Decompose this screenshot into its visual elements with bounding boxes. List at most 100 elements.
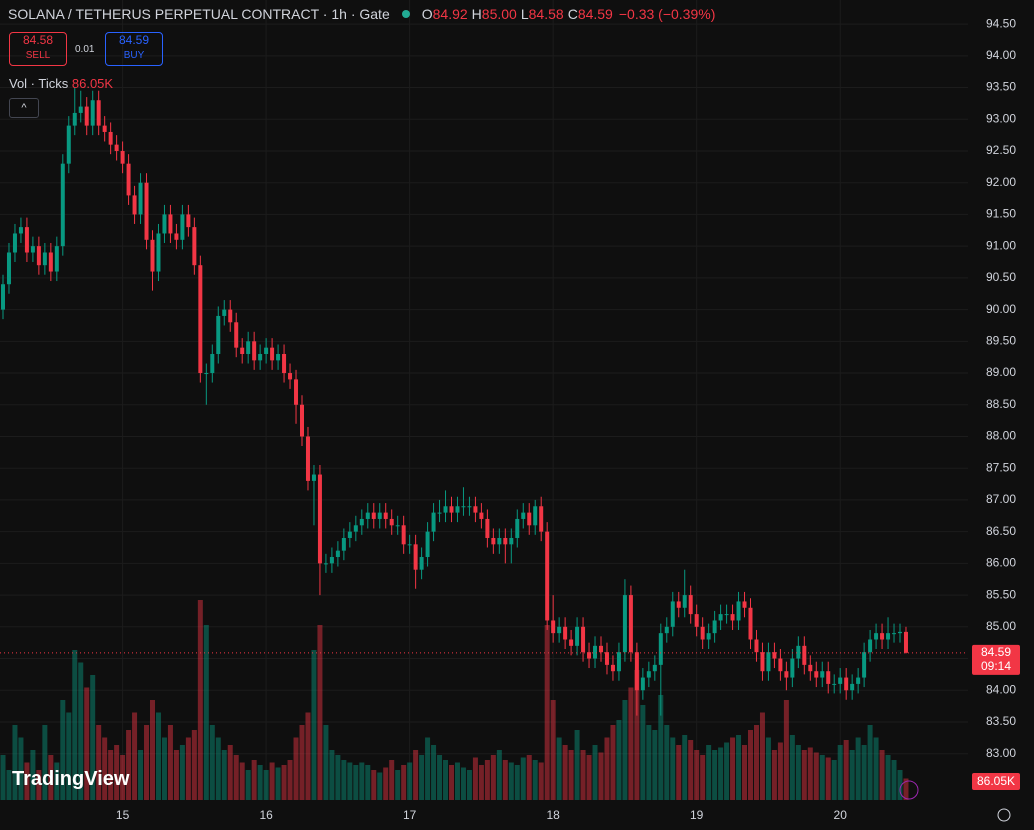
y-tick-label: 86.50	[986, 524, 1016, 538]
volume-bar	[299, 725, 305, 800]
collapse-button[interactable]: ^	[9, 98, 39, 118]
volume-bar	[460, 767, 466, 800]
volume-bar	[765, 737, 771, 800]
volume-bar	[209, 725, 215, 800]
settings-icon	[997, 808, 1011, 822]
candle-body	[491, 537, 496, 545]
volume-bar	[443, 760, 449, 800]
volume-bar	[413, 750, 419, 800]
candle-body	[66, 125, 71, 164]
ohlc-item: L84.58	[521, 6, 564, 22]
y-tick-label: 93.00	[986, 111, 1016, 125]
candle-body	[772, 652, 777, 659]
volume-bar	[371, 770, 377, 800]
candle-body	[198, 265, 203, 374]
volume-bar	[335, 755, 341, 800]
candle-body	[317, 474, 322, 564]
candle-body	[712, 620, 717, 634]
volume-bar	[54, 762, 60, 800]
y-tick-label: 85.50	[986, 587, 1016, 601]
volume-bar	[24, 762, 30, 800]
ohlc-value: 85.00	[481, 6, 517, 22]
volume-bar	[6, 770, 12, 800]
volume-bar	[36, 770, 42, 800]
volume-bar	[66, 712, 72, 800]
x-tick-label: 17	[403, 808, 417, 822]
candle-body	[144, 182, 149, 240]
y-tick-label: 87.00	[986, 492, 1016, 506]
candle-body	[664, 626, 669, 634]
volume-bar	[239, 762, 245, 800]
volume-bar	[825, 757, 831, 800]
volume-bar	[777, 742, 783, 800]
candle-body	[300, 404, 304, 437]
volume-bar	[84, 687, 90, 800]
volume-bar	[879, 750, 885, 800]
volume-bar	[718, 747, 724, 800]
candle-body	[808, 664, 813, 672]
candle-body	[706, 633, 711, 640]
candle-body	[646, 671, 651, 678]
candle-body	[790, 658, 795, 678]
volume-bar	[580, 750, 586, 800]
volume-bar	[449, 765, 454, 800]
ohlc-key: C	[567, 6, 578, 22]
volume-bar	[341, 760, 347, 800]
candle-body	[353, 525, 358, 532]
volume-bar	[759, 712, 765, 800]
volume-bar	[783, 700, 789, 800]
volume-bar	[173, 750, 179, 800]
title[interactable]: SOLANA / TETHERUS PERPETUAL CONTRACT · 1…	[8, 6, 390, 22]
alert-icon	[899, 780, 919, 800]
volume-bar	[490, 755, 496, 800]
candle-body	[856, 677, 861, 684]
candle-body	[539, 506, 544, 532]
candle-body	[868, 639, 873, 653]
volume-bar	[646, 725, 652, 800]
candle-body	[204, 373, 209, 375]
volume-bar	[628, 687, 634, 800]
y-tick-label: 83.50	[986, 714, 1016, 728]
volume-bar	[425, 737, 431, 800]
candle-body	[599, 645, 603, 653]
candle-body	[252, 341, 257, 361]
y-tick-label: 91.00	[986, 238, 1016, 252]
volume-bar	[281, 765, 287, 800]
candle-body	[557, 626, 562, 634]
ohlc-key: O	[421, 6, 433, 22]
volume-bar	[96, 725, 102, 800]
last-price-box	[972, 644, 1020, 675]
volume-bar	[383, 767, 389, 800]
volume-bar	[60, 700, 66, 800]
candle-body	[760, 652, 765, 672]
volume-bar	[365, 765, 371, 800]
candle-body	[228, 309, 233, 323]
candle-body	[515, 518, 520, 538]
volume-bar	[317, 625, 323, 800]
ohlc: O84.92 H85.00 L84.58 C84.59	[422, 6, 613, 22]
candle-body	[730, 614, 735, 621]
volume-bar	[748, 730, 753, 800]
candle-body	[569, 639, 574, 646]
volume-bar	[903, 778, 909, 800]
volume-bar	[502, 760, 508, 800]
volume-bar	[586, 755, 592, 800]
buy-button[interactable]: 84.59 BUY	[105, 32, 163, 66]
volume-bar	[197, 600, 203, 800]
volume-bar	[329, 750, 335, 800]
x-tick-label: 20	[834, 808, 848, 822]
volume-bar	[556, 737, 562, 800]
volume-bar	[353, 765, 359, 800]
volume-bar	[682, 735, 688, 800]
sell-button[interactable]: 84.58 SELL	[9, 32, 67, 66]
volume-bar	[245, 770, 251, 800]
candle-body	[395, 525, 400, 527]
candle-body	[60, 163, 65, 247]
volume-bar	[873, 737, 879, 800]
ohlc-value: 84.59	[577, 6, 613, 22]
volume-bar	[819, 755, 825, 800]
volume-bar	[472, 757, 478, 800]
candle-body	[383, 512, 388, 519]
volume-bar	[616, 720, 622, 800]
ohlc-value: 84.58	[528, 6, 564, 22]
